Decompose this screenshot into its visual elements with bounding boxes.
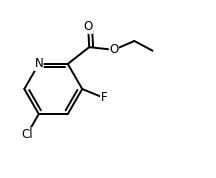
Text: O: O (84, 20, 93, 33)
Text: N: N (34, 57, 43, 70)
Text: Cl: Cl (21, 128, 33, 141)
Text: O: O (109, 43, 119, 56)
Text: F: F (100, 91, 107, 104)
